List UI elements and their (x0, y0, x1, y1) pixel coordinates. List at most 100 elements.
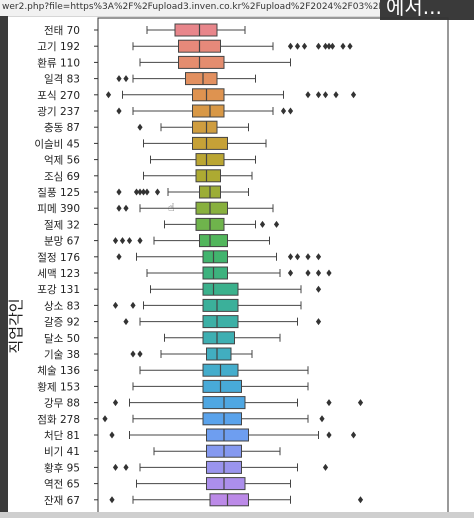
outlier-point (322, 463, 329, 471)
box (202, 282, 239, 296)
box (185, 72, 218, 86)
y-tick-label: 고기 192 (37, 41, 80, 53)
outlier-point (287, 253, 294, 261)
box (178, 55, 225, 69)
y-axis-label: 직업각인 (7, 298, 25, 354)
outlier-point (287, 42, 294, 50)
y-tick-label: 황후 95 (44, 462, 80, 474)
outlier-point (305, 253, 311, 261)
y-tick-label: 비기 41 (44, 446, 80, 458)
box (202, 266, 228, 280)
box (202, 379, 242, 393)
outlier-point (123, 75, 129, 83)
scrollbar[interactable] (0, 512, 474, 518)
outlier-point (116, 188, 122, 196)
box (195, 201, 228, 215)
outlier-point (301, 42, 308, 50)
box (192, 120, 218, 134)
outlier-point (137, 188, 143, 196)
outlier-point (347, 42, 353, 50)
outlier-point (116, 75, 122, 83)
box (192, 104, 225, 118)
outlier-point (319, 415, 325, 423)
outlier-point (112, 399, 119, 407)
box (202, 298, 239, 312)
outlier-point (326, 399, 332, 407)
outlier-point (287, 269, 294, 277)
outlier-point (350, 91, 357, 99)
outlier-point (119, 237, 126, 245)
outlier-point (326, 431, 332, 439)
window-edge (0, 16, 8, 518)
outlier-point (109, 431, 115, 439)
y-tick-label: 광기 237 (37, 106, 80, 118)
y-tick-label: 기술 38 (44, 349, 80, 361)
y-tick-label: 잔재 67 (44, 495, 80, 507)
y-tick-label: 황제 153 (37, 381, 80, 393)
outlier-point (322, 42, 329, 50)
outlier-point (305, 269, 311, 277)
y-tick-label: 환류 110 (37, 57, 80, 69)
outlier-point (123, 318, 129, 326)
outlier-point (116, 253, 122, 261)
y-tick-label: 달소 50 (44, 333, 80, 345)
outlier-point (294, 253, 301, 261)
outlier-point (350, 431, 357, 439)
y-tick-label: 일격 83 (44, 73, 80, 86)
box (199, 234, 228, 248)
outlier-point (259, 220, 266, 228)
y-tick-label: 강무 88 (44, 398, 80, 410)
outlier-point (116, 107, 122, 115)
outlier-point (123, 204, 129, 212)
outlier-point (126, 237, 133, 245)
y-tick-label: 체술 136 (37, 365, 80, 377)
outlier-point (154, 188, 161, 196)
y-tick-label: 절정 176 (37, 251, 80, 264)
y-tick-label: 포강 131 (37, 284, 80, 296)
outlier-point (109, 496, 115, 504)
box (206, 477, 246, 491)
box (202, 315, 239, 329)
outlier-point (144, 188, 150, 196)
outlier-point (357, 399, 364, 407)
outlier-point (315, 91, 322, 99)
outlier-point (137, 350, 143, 358)
box (202, 250, 228, 264)
outlier-point (137, 237, 143, 245)
box (202, 331, 235, 345)
outlier-point (326, 42, 332, 50)
outlier-point (329, 42, 336, 50)
outlier-point (273, 220, 280, 228)
box (192, 136, 228, 150)
plot-frame (97, 17, 449, 515)
box (195, 169, 221, 183)
y-tick-label: 처단 81 (44, 430, 80, 442)
outlier-point (340, 42, 346, 50)
outlier-point (280, 107, 287, 115)
outlier-point (112, 237, 119, 245)
outlier-point (130, 301, 136, 309)
outlier-point (105, 91, 112, 99)
y-tick-label: 충동 87 (44, 122, 80, 134)
y-tick-label: 피메 390 (37, 203, 80, 215)
y-tick-label: 상소 83 (44, 300, 80, 312)
outlier-point (315, 253, 322, 261)
outlier-point (357, 496, 364, 504)
outlier-point (140, 188, 147, 196)
outlier-point (137, 123, 143, 131)
outlier-point (102, 415, 108, 423)
box (202, 412, 242, 426)
outlier-point (112, 463, 119, 471)
outlier-point (116, 204, 122, 212)
y-tick-label: 점화 278 (37, 414, 80, 426)
box (206, 428, 249, 442)
y-tick-label: 분망 67 (44, 236, 80, 248)
outlier-point (294, 42, 301, 50)
browser-url-bar[interactable]: wer2.php?file=https%3A%2F%2Fupload3.inve… (0, 0, 474, 17)
y-tick-label: 억제 56 (44, 155, 80, 167)
y-tick-label: 조심 69 (44, 171, 80, 183)
outlier-point (315, 42, 322, 50)
y-tick-label: 질풍 125 (37, 187, 80, 199)
box (174, 23, 218, 37)
